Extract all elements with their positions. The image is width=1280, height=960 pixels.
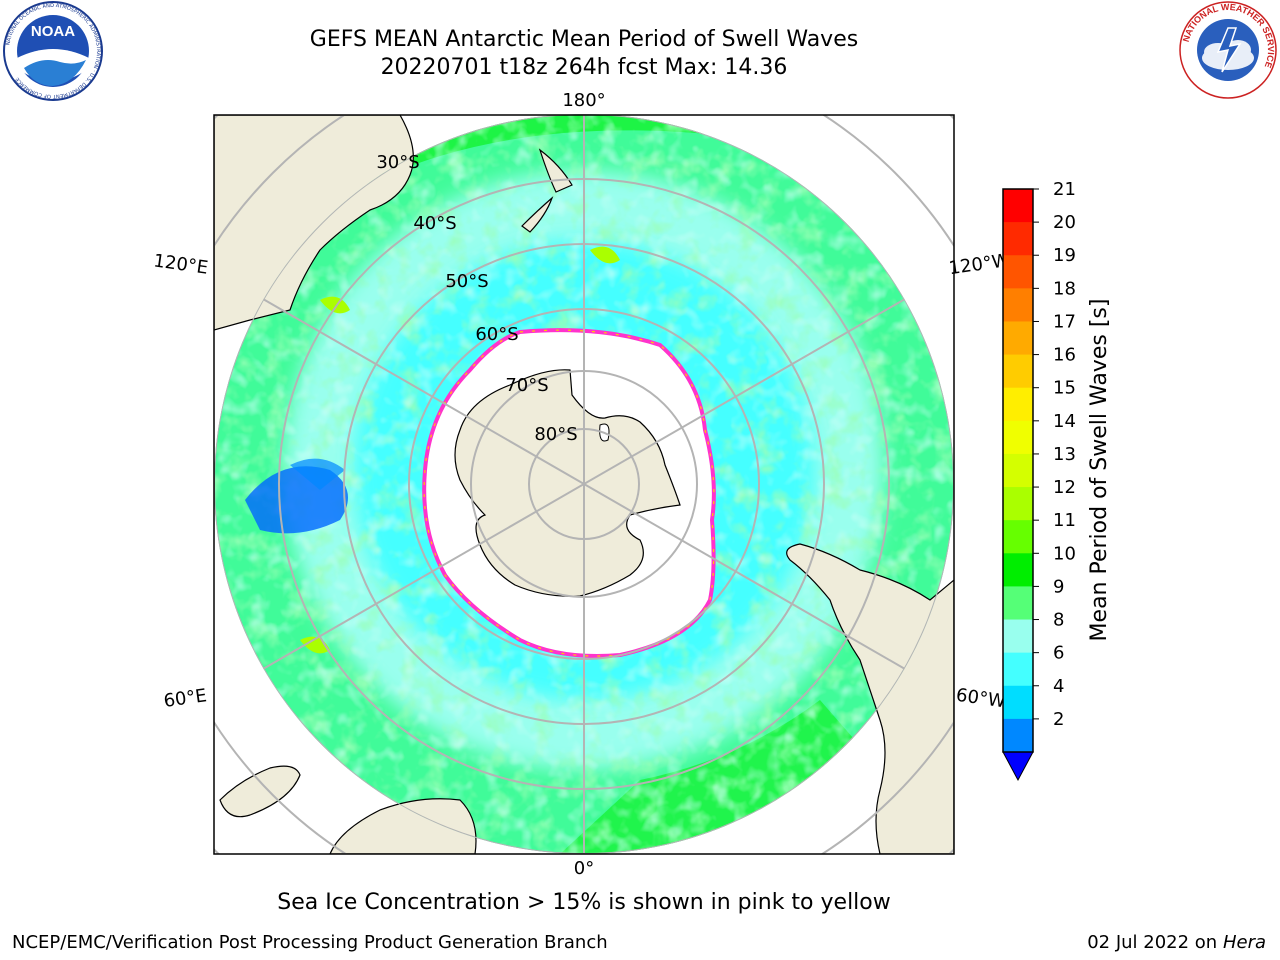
footer-producer: NCEP/EMC/Verification Post Processing Pr… (12, 932, 608, 953)
antarctica-land (454, 369, 681, 597)
colorbar-tick-label: 20 (1053, 212, 1076, 233)
lat-label-80s: 80°S (534, 424, 577, 445)
colorbar-tick-label: 9 (1053, 576, 1064, 597)
colorbar-bin (1003, 288, 1033, 322)
colorbar-tick-label: 18 (1053, 278, 1076, 299)
nws-logo: NATIONAL WEATHER SERVICE (1179, 1, 1277, 99)
colorbar-bin (1003, 718, 1033, 753)
colorbar-bin (1003, 652, 1033, 687)
colorbar-bin (1003, 321, 1033, 356)
colorbar-tick-label: 10 (1053, 543, 1076, 564)
lat-label-50s: 50°S (445, 271, 488, 292)
new-zealand-land (521, 148, 573, 233)
colorbar-bin (1003, 619, 1033, 654)
colorbar-tick-label: 19 (1053, 245, 1076, 266)
colorbar-bin (1003, 453, 1033, 488)
colorbar-bin (1003, 487, 1033, 521)
colorbar-tick-label: 8 (1053, 610, 1064, 631)
colorbar-tick-label: 4 (1053, 676, 1064, 697)
noaa-logo-text: NOAA (31, 23, 75, 40)
footer-date-text: 02 Jul 2022 on (1087, 932, 1223, 953)
colorbar-tick-label: 16 (1053, 345, 1076, 366)
lat-label-40s: 40°S (413, 213, 456, 234)
map-title: GEFS MEAN Antarctic Mean Period of Swell… (309, 27, 859, 52)
colorbar-bin (1003, 222, 1033, 256)
lon-label-60e: 60°E (162, 685, 208, 712)
lon-label-120e: 120°E (152, 250, 209, 278)
colorbar-bin (1003, 387, 1033, 422)
colorbar: 21 20 19 18 17 16 15 14 13 12 11 10 9 8 6 4 2 Mean Perio… (1002, 179, 1112, 782)
colorbar-tick-label: 17 (1053, 311, 1076, 332)
colorbar-bin (1003, 255, 1033, 289)
plot-frame (213, 114, 955, 855)
colorbar-frame (1002, 188, 1034, 753)
lat-label-30s: 30°S (376, 152, 419, 173)
colorbar-bin (1003, 685, 1033, 720)
colorbar-label: Mean Period of Swell Waves [s] (1087, 299, 1112, 642)
lon-label-180: 180° (562, 90, 605, 111)
colorbar-bin (1003, 520, 1033, 554)
lon-label-120w: 120°W (947, 250, 1011, 279)
colorbar-tick-label: 12 (1053, 477, 1076, 498)
colorbar-tick-label: 11 (1053, 510, 1076, 531)
colorbar-tick-label: 2 (1053, 709, 1064, 730)
map-subtitle: 20220701 t18z 264h fcst Max: 14.36 (380, 55, 788, 80)
lat-label-70s: 70°S (505, 375, 548, 396)
colorbar-tick-label: 15 (1053, 378, 1076, 399)
colorbar-bin (1003, 553, 1033, 587)
lon-label-60w: 60°W (955, 685, 1007, 713)
noaa-logo: NOAA NATIONAL OCEANIC AND ATMOSPHERIC AD… (3, 1, 103, 101)
colorbar-bin (1003, 420, 1033, 455)
lat-label-60s: 60°S (475, 324, 518, 345)
colorbar-tick-label: 14 (1053, 411, 1076, 432)
graticule (214, 114, 954, 854)
footer-host: Hera (1222, 932, 1266, 953)
colorbar-tick-label: 6 (1053, 643, 1064, 664)
lon-label-0: 0° (574, 858, 594, 879)
colorbar-tick-label: 13 (1053, 444, 1076, 465)
sea-ice-caption: Sea Ice Concentration > 15% is shown in … (277, 890, 891, 915)
colorbar-bin (1003, 586, 1033, 621)
footer-date: 02 Jul 2022 on Hera (1087, 932, 1266, 953)
colorbar-extend-arrow (1002, 751, 1034, 782)
colorbar-bin (1003, 189, 1033, 223)
colorbar-tick-label: 21 (1053, 179, 1076, 200)
colorbar-bin (1003, 354, 1033, 389)
